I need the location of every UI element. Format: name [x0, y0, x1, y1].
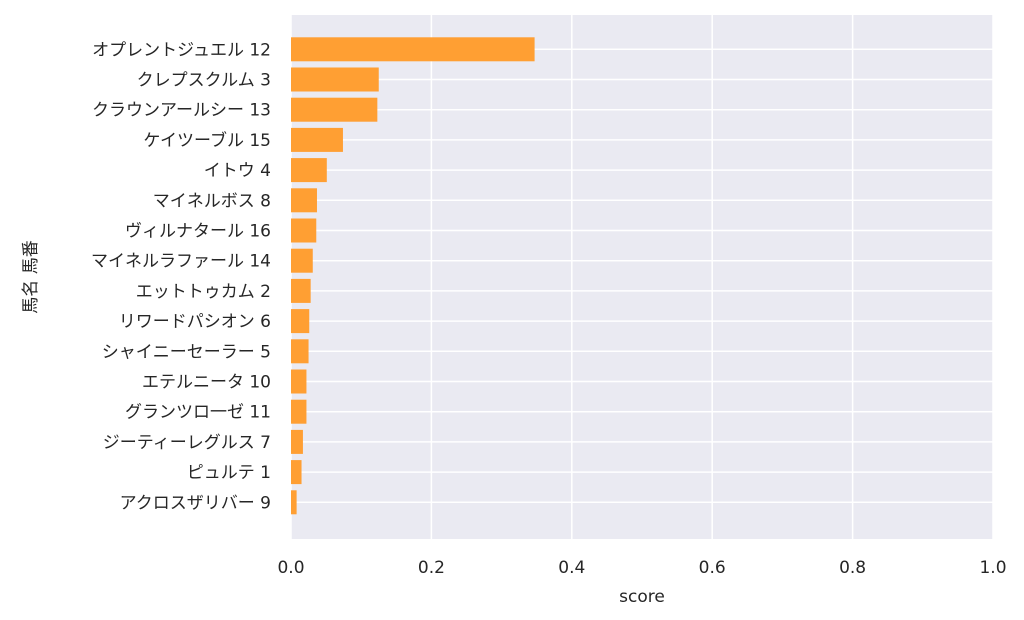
x-tick-label: 0.0	[277, 558, 304, 578]
x-tick-label: 1.0	[979, 558, 1006, 578]
bar	[291, 369, 307, 394]
bar	[291, 37, 535, 62]
bar	[291, 278, 311, 303]
y-tick-label: クラウンアールシー 13	[92, 101, 271, 121]
y-tick-label: ヴィルナタール 16	[125, 222, 271, 242]
y-tick-label: エテルニータ 10	[142, 373, 271, 393]
bar	[291, 339, 309, 364]
bar	[291, 158, 327, 183]
plot-area	[291, 15, 993, 539]
x-tick-label: 0.8	[839, 558, 866, 578]
y-tick-label: イトウ 4	[204, 161, 271, 181]
x-axis-label: score	[619, 587, 665, 607]
y-tick-label: マイネルラファール 14	[91, 252, 271, 272]
bar	[291, 490, 297, 515]
y-tick-label: リワードパシオン 6	[119, 312, 271, 332]
bar	[291, 67, 379, 92]
y-tick-label: クレプスクルム 3	[137, 71, 271, 91]
bar	[291, 188, 317, 213]
bar	[291, 127, 343, 152]
y-tick-label: アクロスザリバー 9	[120, 493, 271, 513]
y-tick-label: ピュルテ 1	[187, 463, 271, 483]
bar	[291, 460, 302, 485]
x-tick-label: 0.4	[558, 558, 585, 578]
bar	[291, 248, 313, 273]
x-tick-label: 0.6	[699, 558, 726, 578]
y-tick-labels: オプレントジュエル 12 クレプスクルム 3 クラウンアールシー 13 ケイツーブル …	[91, 40, 271, 513]
y-tick-label: ケイツーブル 15	[143, 130, 271, 151]
y-tick-label: グランツロ一ゼ 11	[125, 403, 271, 423]
x-tick-labels: 0.0 0.2 0.4 0.6 0.8 1.0	[277, 558, 1006, 578]
bar	[291, 218, 317, 243]
y-tick-label: シャイニーセーラー 5	[102, 342, 271, 362]
bar	[291, 429, 303, 454]
x-tick-label: 0.2	[418, 558, 445, 578]
y-axis-label: 馬名 馬番	[21, 240, 41, 313]
grid-lines	[290, 15, 994, 539]
y-tick-label: オプレントジュエル 12	[92, 40, 271, 60]
y-tick-label: ジーティーレグルス 7	[103, 433, 271, 453]
y-tick-label: マイネルボス 8	[153, 191, 271, 211]
bar	[291, 309, 310, 334]
y-tick-label: エットトゥカム 2	[136, 282, 271, 302]
bar	[291, 97, 378, 122]
bar	[291, 399, 307, 424]
bars-group	[291, 37, 535, 515]
